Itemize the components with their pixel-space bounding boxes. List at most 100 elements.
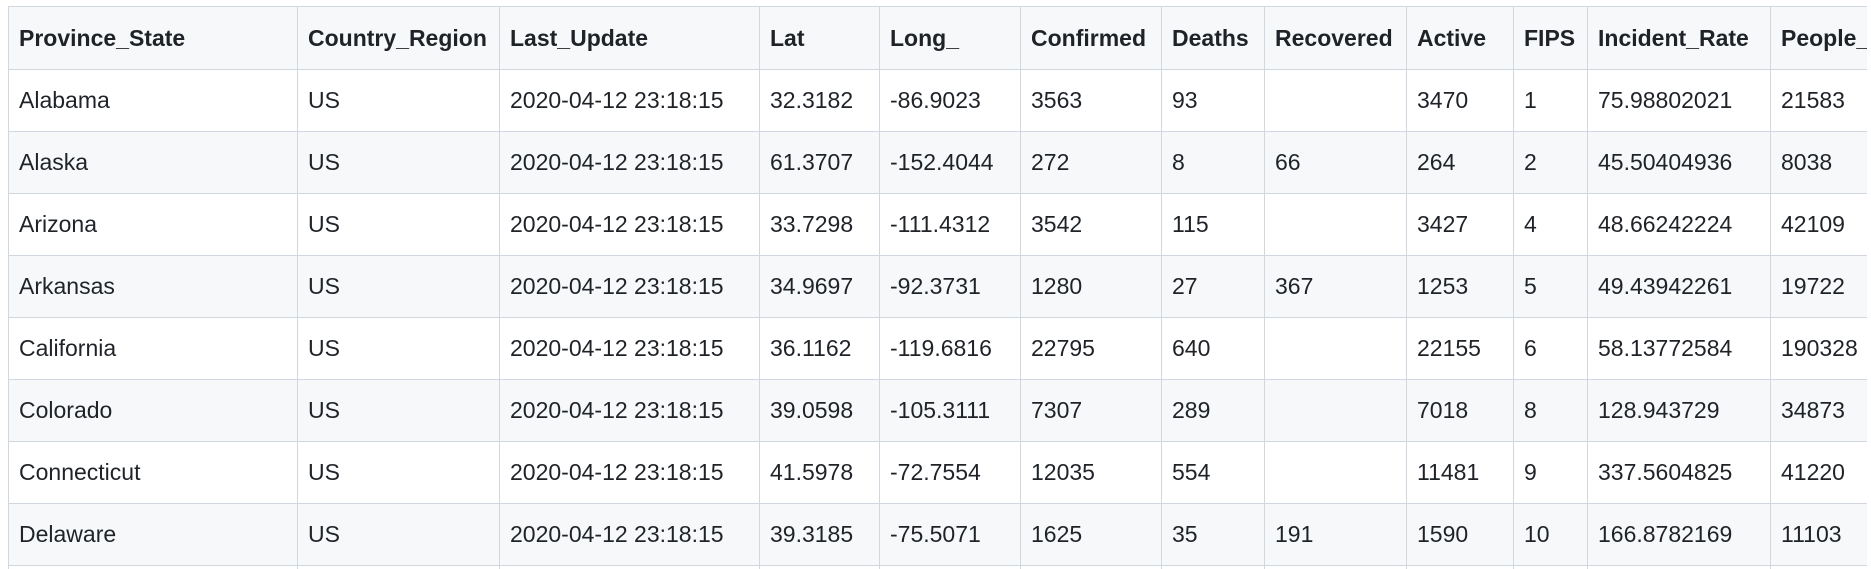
table-cell: 4 [1513, 193, 1588, 256]
table-row: Colorado US 2020-04-12 23:18:15 39.0598 -105… [8, 379, 1871, 442]
table-cell: -92.3731 [879, 255, 1021, 318]
csv-table-viewport[interactable]: Province_State Country_Region Last_Update L… [0, 6, 1871, 569]
table-row: Alaska US 2020-04-12 23:18:15 61.3707 -152.4… [8, 131, 1871, 194]
table-cell: -86.9023 [879, 69, 1021, 132]
table-cell: 289 [1161, 379, 1265, 442]
table-row: Delaware US 2020-04-12 23:18:15 39.3185 -75.… [8, 503, 1871, 566]
table-row: Arizona US 2020-04-12 23:18:15 33.7298 -111.… [8, 193, 1871, 256]
table-cell: 7307 [1020, 379, 1162, 442]
table-cell: 3542 [1020, 193, 1162, 256]
table-cell: 2020-04-12 23:18:15 [499, 255, 760, 318]
table-cell: 49.43942261 [1587, 255, 1771, 318]
table-cell: Delaware [8, 503, 298, 566]
table-header-row: Province_State Country_Region Last_Update L… [8, 6, 1871, 70]
column-header: Confirmed [1020, 6, 1162, 70]
table-cell: 27 [1161, 255, 1265, 318]
table-scroll-edge [1867, 0, 1871, 569]
table-cell: 22155 [1406, 317, 1514, 380]
table-cell: 190328 [1770, 317, 1871, 380]
table-cell [1513, 565, 1588, 569]
table-cell [1020, 565, 1162, 569]
table-cell: 1280 [1020, 255, 1162, 318]
table-cell [297, 565, 500, 569]
table-cell: -75.5071 [879, 503, 1021, 566]
table-cell: 2020-04-12 23:18:15 [499, 131, 760, 194]
table-cell: 9 [1513, 441, 1588, 504]
table-cell: Alaska [8, 131, 298, 194]
table-cell: 8038 [1770, 131, 1871, 194]
table-cell [759, 565, 880, 569]
table-cell: 337.5604825 [1587, 441, 1771, 504]
column-header: Lat [759, 6, 880, 70]
table-cell: 128.943729 [1587, 379, 1771, 442]
table-cell: 66 [1264, 131, 1407, 194]
table-cell: 5 [1513, 255, 1588, 318]
table-cell: 32.3182 [759, 69, 880, 132]
table-cell [8, 565, 298, 569]
table-cell: Arizona [8, 193, 298, 256]
table-cell: -119.6816 [879, 317, 1021, 380]
table-cell: 11103 [1770, 503, 1871, 566]
column-header: Country_Region [297, 6, 500, 70]
table-cell: 19722 [1770, 255, 1871, 318]
table-cell [499, 565, 760, 569]
table-cell [1264, 441, 1407, 504]
column-header: Province_State [8, 6, 298, 70]
table-cell: Connecticut [8, 441, 298, 504]
table-cell: Arkansas [8, 255, 298, 318]
table-cell: 33.7298 [759, 193, 880, 256]
table-cell: 2020-04-12 23:18:15 [499, 379, 760, 442]
table-cell: 3427 [1406, 193, 1514, 256]
table-cell: 2020-04-12 23:18:15 [499, 503, 760, 566]
table-cell: US [297, 441, 500, 504]
column-header: People_ [1770, 6, 1871, 70]
table-cell: 640 [1161, 317, 1265, 380]
table-cell: 48.66242224 [1587, 193, 1771, 256]
table-cell: 58.13772584 [1587, 317, 1771, 380]
table-cell: 10 [1513, 503, 1588, 566]
table-cell: 1625 [1020, 503, 1162, 566]
table-cell: 2020-04-12 23:18:15 [499, 441, 760, 504]
table-cell: US [297, 131, 500, 194]
table-cell: 12035 [1020, 441, 1162, 504]
table-row: Alabama US 2020-04-12 23:18:15 32.3182 -86.9… [8, 69, 1871, 132]
table-cell: California [8, 317, 298, 380]
table-cell: 2020-04-12 23:18:15 [499, 193, 760, 256]
table-cell: 61.3707 [759, 131, 880, 194]
column-header: Recovered [1264, 6, 1407, 70]
table-cell: 11481 [1406, 441, 1514, 504]
table-cell: -152.4044 [879, 131, 1021, 194]
table-cell [1264, 193, 1407, 256]
table-cell: -105.3111 [879, 379, 1021, 442]
table-cell: US [297, 379, 500, 442]
table-cell: 3563 [1020, 69, 1162, 132]
table-cell: 2020-04-12 23:18:15 [499, 317, 760, 380]
table-cell: 8 [1161, 131, 1265, 194]
table-row: Arkansas US 2020-04-12 23:18:15 34.9697 -92.… [8, 255, 1871, 318]
table-cell: 6 [1513, 317, 1588, 380]
table-cell: 39.3185 [759, 503, 880, 566]
table-cell: 41220 [1770, 441, 1871, 504]
table-cell: 35 [1161, 503, 1265, 566]
table-cell: 272 [1020, 131, 1162, 194]
table-cell: 1 [1513, 69, 1588, 132]
column-header: Long_ [879, 6, 1021, 70]
table-cell: 1590 [1406, 503, 1514, 566]
table-cell: 264 [1406, 131, 1514, 194]
table-cell: US [297, 255, 500, 318]
table-cell [1161, 565, 1265, 569]
table-cell: 41.5978 [759, 441, 880, 504]
table-cell: 93 [1161, 69, 1265, 132]
table-cell: 34.9697 [759, 255, 880, 318]
table-cell: 45.50404936 [1587, 131, 1771, 194]
table-cell: 2020-04-12 23:18:15 [499, 69, 760, 132]
table-cell [1587, 565, 1771, 569]
table-cell: Alabama [8, 69, 298, 132]
table-cell: US [297, 193, 500, 256]
table-body: Alabama US 2020-04-12 23:18:15 32.3182 -86.9… [8, 69, 1871, 569]
table-cell [1264, 69, 1407, 132]
table-cell [1406, 565, 1514, 569]
table-row: Connecticut US 2020-04-12 23:18:15 41.5978-… [8, 441, 1871, 504]
table-cell [879, 565, 1021, 569]
column-header: FIPS [1513, 6, 1588, 70]
